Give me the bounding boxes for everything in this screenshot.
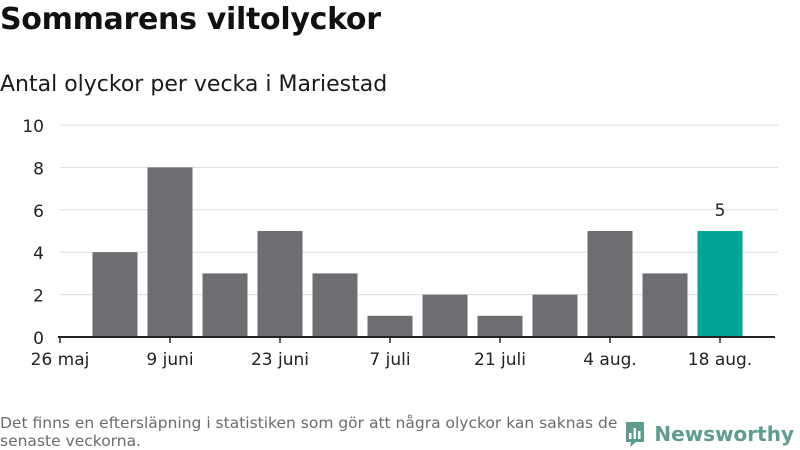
y-tick-label: 8	[33, 159, 44, 179]
footnote: Det finns en eftersläpning i statistiken…	[0, 414, 618, 450]
x-tick-label: 26 maj	[31, 350, 90, 370]
y-tick-label: 10	[22, 117, 44, 137]
x-tick-label: 7 juli	[369, 350, 410, 370]
brand-name: Newsworthy	[654, 422, 794, 446]
chart-title: Sommarens viltolyckor	[0, 2, 381, 37]
brand[interactable]: Newsworthy	[624, 420, 794, 448]
data-labels: 5	[715, 201, 726, 221]
data-label: 5	[715, 201, 726, 221]
bars	[92, 167, 743, 337]
y-tick-label: 4	[33, 244, 44, 264]
x-tick-label: 18 aug.	[688, 350, 752, 370]
x-tick-label: 4 aug.	[583, 350, 637, 370]
y-axis: 0 2 4 6 8 10	[22, 117, 44, 349]
x-axis: 26 maj 9 juni 23 juni 7 juli 21 juli 4 aug. 18…	[31, 336, 775, 370]
x-tick-label: 23 juni	[251, 350, 309, 370]
bar	[92, 252, 138, 337]
bar	[477, 315, 523, 337]
bar	[367, 315, 413, 337]
x-tick-label: 9 juni	[146, 350, 193, 370]
bar	[532, 294, 578, 337]
bar	[422, 294, 468, 337]
bar-chart: 0 2 4 6 8 10 5 26 maj 9 juni 23 juni 7 juli 21 ju…	[22, 117, 778, 370]
bar	[147, 167, 193, 337]
bar	[312, 273, 358, 337]
chart-subtitle: Antal olyckor per vecka i Mariestad	[0, 72, 388, 97]
y-tick-label: 2	[33, 287, 44, 307]
bar	[202, 273, 248, 337]
newsworthy-logo-icon	[626, 422, 645, 447]
bar	[257, 231, 303, 337]
bar-highlight	[697, 231, 743, 337]
y-tick-label: 0	[33, 329, 44, 349]
bar	[642, 273, 688, 337]
x-tick-label: 21 juli	[474, 350, 526, 370]
y-tick-label: 6	[33, 202, 44, 222]
bar	[587, 231, 633, 337]
